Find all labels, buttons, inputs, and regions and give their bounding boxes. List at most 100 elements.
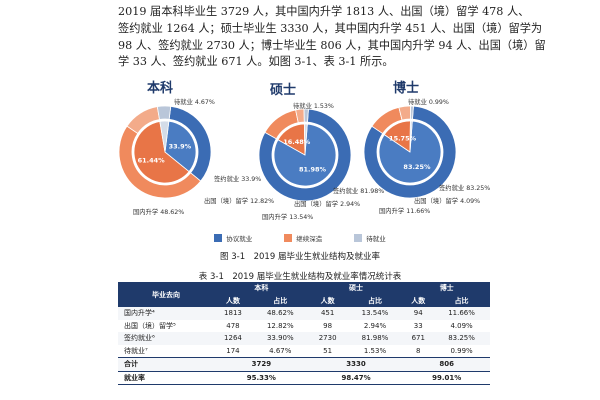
cell: 94 bbox=[403, 307, 434, 320]
donut-outer-slice bbox=[410, 105, 414, 120]
inner-data-label: 83.25% bbox=[403, 163, 431, 171]
table-row: 待就业⁷ 174 4.67% 51 1.53% 8 0.99% bbox=[118, 345, 490, 358]
table-row: 出国（境）留学⁵ 478 12.82% 98 2.94% 33 4.09% bbox=[118, 320, 490, 333]
outer-data-label: 国内升学 13.54% bbox=[262, 212, 313, 221]
outer-data-label: 出国（境）留学 12.82% bbox=[204, 196, 274, 205]
inner-data-label: 81.98% bbox=[299, 166, 327, 174]
donut-inner-slice bbox=[303, 123, 308, 156]
header-share: 占比 bbox=[251, 294, 309, 307]
header-count: 人数 bbox=[308, 294, 347, 307]
outer-data-label: 待就业 4.67% bbox=[174, 97, 215, 106]
rate-row: 就业率 95.33% 98.47% 99.01% bbox=[118, 370, 490, 385]
inner-data-label: 61.44% bbox=[138, 157, 166, 165]
legend-swatch bbox=[284, 234, 293, 242]
header-group: 硕士 bbox=[308, 282, 404, 295]
cell: 98 bbox=[323, 321, 333, 330]
cell: 4.09% bbox=[450, 321, 473, 330]
cell: 1264 bbox=[214, 332, 252, 345]
legend-item-waiting: 待就业 bbox=[354, 233, 386, 243]
outer-data-label: 出国（境）留学 2.94% bbox=[294, 199, 360, 208]
cell: 33.90% bbox=[251, 332, 309, 345]
donut-inner-slice bbox=[409, 120, 413, 153]
chart-legend: 协议就业 继续深造 待就业 bbox=[0, 233, 600, 243]
donut-outer-slice bbox=[363, 105, 457, 199]
inner-data-label: 15.75% bbox=[389, 134, 417, 142]
table-caption: 表 3-1 2019 届毕业生就业结构及就业率情况统计表 bbox=[198, 272, 402, 282]
header-destination: 毕业去向 bbox=[118, 282, 214, 307]
legend-swatch bbox=[214, 234, 223, 242]
outer-data-label: 签约就业 83.25% bbox=[439, 183, 490, 192]
inner-data-label: 33.9% bbox=[169, 143, 192, 151]
stats-table: 毕业去向 本科 硕士 博士 人数 占比 人数 占比 人数 占比 国内升学⁴ 18… bbox=[118, 282, 490, 385]
row-label: 就业率 bbox=[118, 370, 214, 385]
intro-paragraph: 2019 届本科毕业生 3729 人，其中国内升学 1813 人、出国（境）留学… bbox=[118, 4, 546, 71]
cell: 2.94% bbox=[363, 321, 387, 330]
header-group: 博士 bbox=[403, 282, 490, 295]
outer-data-label: 签约就业 33.9% bbox=[214, 174, 261, 183]
row-label: 待就业⁷ bbox=[124, 346, 148, 355]
donut-inner-slice bbox=[159, 120, 170, 153]
outer-data-label: 出国（境）留学 4.09% bbox=[414, 196, 480, 205]
cell: 8 bbox=[416, 346, 421, 355]
legend-label: 继续深造 bbox=[296, 235, 323, 243]
outer-data-label: 待就业 0.99% bbox=[408, 97, 449, 106]
legend-item-signed: 协议就业 bbox=[214, 233, 252, 243]
cell: 671 bbox=[403, 332, 434, 345]
cell: 478 bbox=[226, 321, 240, 330]
legend-item-study: 继续深造 bbox=[284, 233, 322, 243]
outer-data-label: 国内升学 48.62% bbox=[133, 207, 184, 216]
intro-line: 98 人、签约就业 2730 人；博士毕业生 806 人，其中国内升学 94 人… bbox=[118, 38, 546, 52]
cell: 95.33% bbox=[214, 370, 309, 385]
cell: 1813 bbox=[214, 307, 252, 320]
outer-data-label: 签约就业 81.98% bbox=[333, 186, 384, 195]
row-label: 国内升学⁴ bbox=[118, 307, 214, 320]
outer-data-label: 国内升学 11.66% bbox=[379, 206, 430, 215]
legend-label: 协议就业 bbox=[226, 235, 253, 243]
cell: 451 bbox=[308, 307, 347, 320]
chart-title: 硕士 bbox=[270, 82, 296, 98]
cell: 4.67% bbox=[269, 346, 292, 355]
donut-outer-slice bbox=[303, 108, 309, 123]
cell: 99.01% bbox=[403, 370, 490, 385]
donut-outer-slice bbox=[156, 105, 172, 120]
row-label: 签约就业⁶ bbox=[118, 332, 214, 345]
cell: 11.66% bbox=[433, 307, 490, 320]
cell: 81.98% bbox=[346, 332, 404, 345]
intro-line: 2019 届本科毕业生 3729 人，其中国内升学 1813 人、出国（境）留学… bbox=[118, 5, 530, 18]
cell: 174 bbox=[226, 346, 240, 355]
donut-outer-slice bbox=[258, 108, 352, 202]
table-row: 签约就业⁶ 1264 33.90% 2730 81.98% 671 83.25% bbox=[118, 332, 490, 345]
row-label: 合计 bbox=[118, 357, 214, 371]
row-label: 出国（境）留学⁵ bbox=[124, 321, 176, 330]
legend-swatch bbox=[354, 234, 363, 242]
cell: 1.53% bbox=[363, 346, 387, 355]
inner-data-label: 16.48% bbox=[283, 138, 311, 146]
legend-label: 待就业 bbox=[366, 235, 386, 243]
outer-data-label: 待就业 1.53% bbox=[293, 101, 334, 110]
header-group: 本科 bbox=[214, 282, 309, 295]
cell: 806 bbox=[403, 357, 490, 371]
cell: 83.25% bbox=[433, 332, 490, 345]
header-share: 占比 bbox=[346, 294, 404, 307]
cell: 0.99% bbox=[450, 346, 473, 355]
header-count: 人数 bbox=[403, 294, 434, 307]
cell: 12.82% bbox=[266, 321, 294, 330]
chart-title: 本科 bbox=[147, 80, 173, 96]
table-row: 国内升学⁴ 1813 48.62% 451 13.54% 94 11.66% bbox=[118, 307, 490, 320]
cell: 2730 bbox=[308, 332, 347, 345]
intro-line: 学 33 人、签约就业 671 人。如图 3-1、表 3-1 所示。 bbox=[118, 55, 394, 69]
cell: 51 bbox=[323, 346, 333, 355]
cell: 13.54% bbox=[346, 307, 404, 320]
header-count: 人数 bbox=[214, 294, 252, 307]
cell: 3729 bbox=[214, 357, 309, 371]
figure-caption: 图 3-1 2019 届毕业生就业结构及就业率 bbox=[220, 252, 380, 262]
cell: 48.62% bbox=[251, 307, 309, 320]
intro-line: 签约就业 1264 人；硕士毕业生 3330 人，其中国内升学 451 人、出国… bbox=[118, 21, 543, 35]
header-share: 占比 bbox=[433, 294, 490, 307]
cell: 3330 bbox=[308, 357, 404, 371]
cell: 33 bbox=[413, 321, 423, 330]
total-row: 合计 3729 3330 806 bbox=[118, 357, 490, 371]
cell: 98.47% bbox=[308, 370, 404, 385]
chart-title: 博士 bbox=[393, 80, 419, 96]
